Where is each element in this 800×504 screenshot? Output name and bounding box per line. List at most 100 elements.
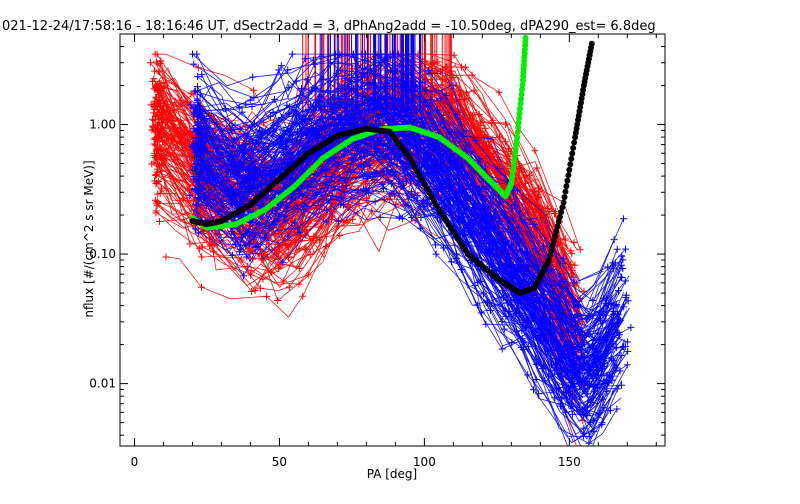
black-curve-point xyxy=(588,40,595,47)
blue-series-marker xyxy=(261,230,269,238)
x-tick-label: 100 xyxy=(413,455,436,469)
black-curve-point xyxy=(567,161,574,168)
red-series-marker xyxy=(247,288,255,296)
red-series-marker xyxy=(247,267,255,275)
red-series-marker xyxy=(568,250,576,258)
red-series-marker xyxy=(434,58,442,66)
blue-series-marker xyxy=(494,165,502,173)
blue-series-marker xyxy=(476,277,484,285)
red-series-marker xyxy=(336,231,344,239)
blue-series-marker xyxy=(486,307,494,315)
red-series-marker xyxy=(159,155,167,163)
blue-series-marker xyxy=(432,250,440,258)
x-tick-label: 0 xyxy=(131,455,139,469)
red-series-marker xyxy=(576,246,584,254)
blue-series-marker xyxy=(580,411,588,419)
red-series-marker xyxy=(574,447,581,454)
blue-series-marker xyxy=(569,410,577,418)
black-curve-point xyxy=(565,172,572,179)
blue-series-marker xyxy=(513,186,521,194)
red-series-marker xyxy=(247,271,255,279)
blue-series-marker xyxy=(482,320,490,328)
blue-series-marker xyxy=(285,109,293,117)
blue-series-marker xyxy=(557,402,565,410)
red-series-marker xyxy=(198,253,206,261)
red-series-marker xyxy=(502,120,510,128)
blue-series-marker xyxy=(281,217,289,225)
blue-series-marker xyxy=(380,167,388,175)
red-series-marker xyxy=(256,284,264,292)
blue-series-marker xyxy=(193,207,201,215)
blue-series-marker xyxy=(622,293,630,301)
chart-title: 021-12-24/17:58:16 - 18:16:46 UT, dSectr… xyxy=(2,19,656,34)
blue-series-marker xyxy=(249,73,257,81)
blue-series-marker xyxy=(189,166,197,174)
red-series-marker xyxy=(274,240,282,248)
blue-series-marker xyxy=(194,229,202,237)
red-series-marker xyxy=(148,160,156,168)
blue-series-marker xyxy=(508,339,516,347)
blue-series-marker xyxy=(380,184,388,192)
blue-series-marker xyxy=(279,258,287,266)
red-series-marker xyxy=(456,86,464,94)
blue-series-marker xyxy=(342,182,350,190)
red-series-marker xyxy=(151,97,159,105)
black-curve-point xyxy=(566,166,573,173)
red-series-marker xyxy=(154,121,162,129)
blue-series-marker xyxy=(486,194,494,202)
red-series-marker xyxy=(152,58,160,66)
red-series-marker xyxy=(488,120,496,128)
red-series-marker xyxy=(206,242,214,250)
red-series-marker xyxy=(468,71,476,79)
red-series-marker xyxy=(177,96,185,104)
blue-series-marker xyxy=(187,101,195,109)
blue-series-marker xyxy=(558,394,566,402)
red-series-marker xyxy=(157,161,165,169)
red-series-marker xyxy=(349,215,357,223)
plot-data-layer xyxy=(146,34,635,454)
blue-series-marker xyxy=(624,338,632,346)
blue-series-marker xyxy=(509,214,517,222)
red-series-marker xyxy=(186,240,194,248)
red-series-marker xyxy=(180,130,188,138)
y-tick-label: 0.10 xyxy=(89,247,116,261)
red-series-marker xyxy=(299,292,307,300)
black-curve-point xyxy=(563,183,570,190)
blue-series-marker xyxy=(282,201,290,209)
red-series-marker xyxy=(154,130,162,138)
blue-series-marker xyxy=(480,178,488,186)
blue-series-line xyxy=(195,172,606,414)
blue-series-marker xyxy=(301,55,309,63)
y-axis-label: nflux [#/(cm^2 s sr MeV)] xyxy=(82,160,96,317)
blue-series-marker xyxy=(369,173,377,181)
blue-series-marker xyxy=(250,228,258,236)
blue-series-marker xyxy=(403,140,411,148)
red-series-marker xyxy=(315,198,323,206)
blue-series-marker xyxy=(340,104,348,112)
x-axis-label: PA [deg] xyxy=(367,467,417,481)
blue-series-marker xyxy=(198,71,206,79)
black-curve-point xyxy=(570,145,577,152)
blue-series-marker xyxy=(284,232,292,240)
red-series-marker xyxy=(162,253,170,261)
blue-series-marker xyxy=(323,206,331,214)
red-series-marker xyxy=(156,96,164,104)
blue-series-marker xyxy=(567,367,575,375)
black-curve-point xyxy=(562,188,569,195)
blue-series-marker xyxy=(323,196,331,204)
blue-series-marker xyxy=(284,66,292,74)
blue-series-marker xyxy=(408,213,416,221)
red-series-marker xyxy=(531,147,539,155)
blue-series-marker xyxy=(376,213,384,221)
red-series-marker xyxy=(364,167,372,175)
red-series-marker xyxy=(344,203,352,211)
red-series-marker xyxy=(322,242,330,250)
red-series-marker xyxy=(150,109,158,117)
blue-series-line xyxy=(204,196,622,436)
blue-series-marker xyxy=(432,241,440,249)
blue-series-marker xyxy=(194,83,202,91)
blue-series-line xyxy=(199,132,615,360)
blue-series-marker xyxy=(524,371,532,379)
red-series-marker xyxy=(534,184,542,192)
